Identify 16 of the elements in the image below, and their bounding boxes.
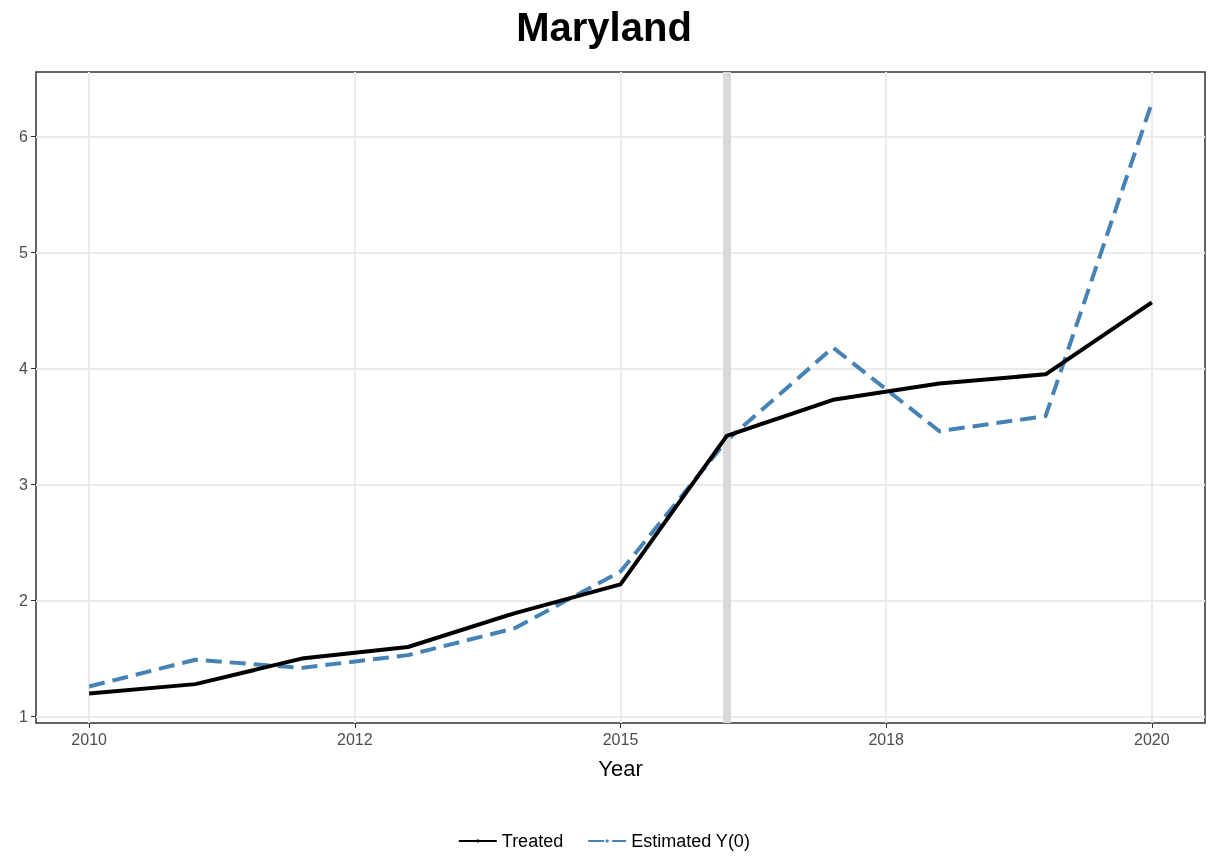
legend-label: Treated xyxy=(501,831,564,851)
y-tick-label: 4 xyxy=(19,359,29,377)
x-axis-title: Year xyxy=(598,755,643,781)
y-tick-label: 1 xyxy=(19,708,29,726)
x-tick-label: 2010 xyxy=(71,730,108,748)
x-tick-label: 2012 xyxy=(337,730,373,748)
y-tick-label: 2 xyxy=(19,592,29,610)
x-tick-label: 2018 xyxy=(868,730,905,748)
y-tick-label: 5 xyxy=(19,243,29,261)
line-series xyxy=(87,300,1154,696)
x-tick-label: 2020 xyxy=(1134,730,1170,748)
legend-label: Estimated Y(0) xyxy=(631,831,750,851)
x-tick-label: 2015 xyxy=(602,730,639,748)
chart-title: Maryland xyxy=(516,5,692,49)
y-tick-label: 3 xyxy=(19,476,29,494)
y-tick-label: 6 xyxy=(19,127,29,145)
